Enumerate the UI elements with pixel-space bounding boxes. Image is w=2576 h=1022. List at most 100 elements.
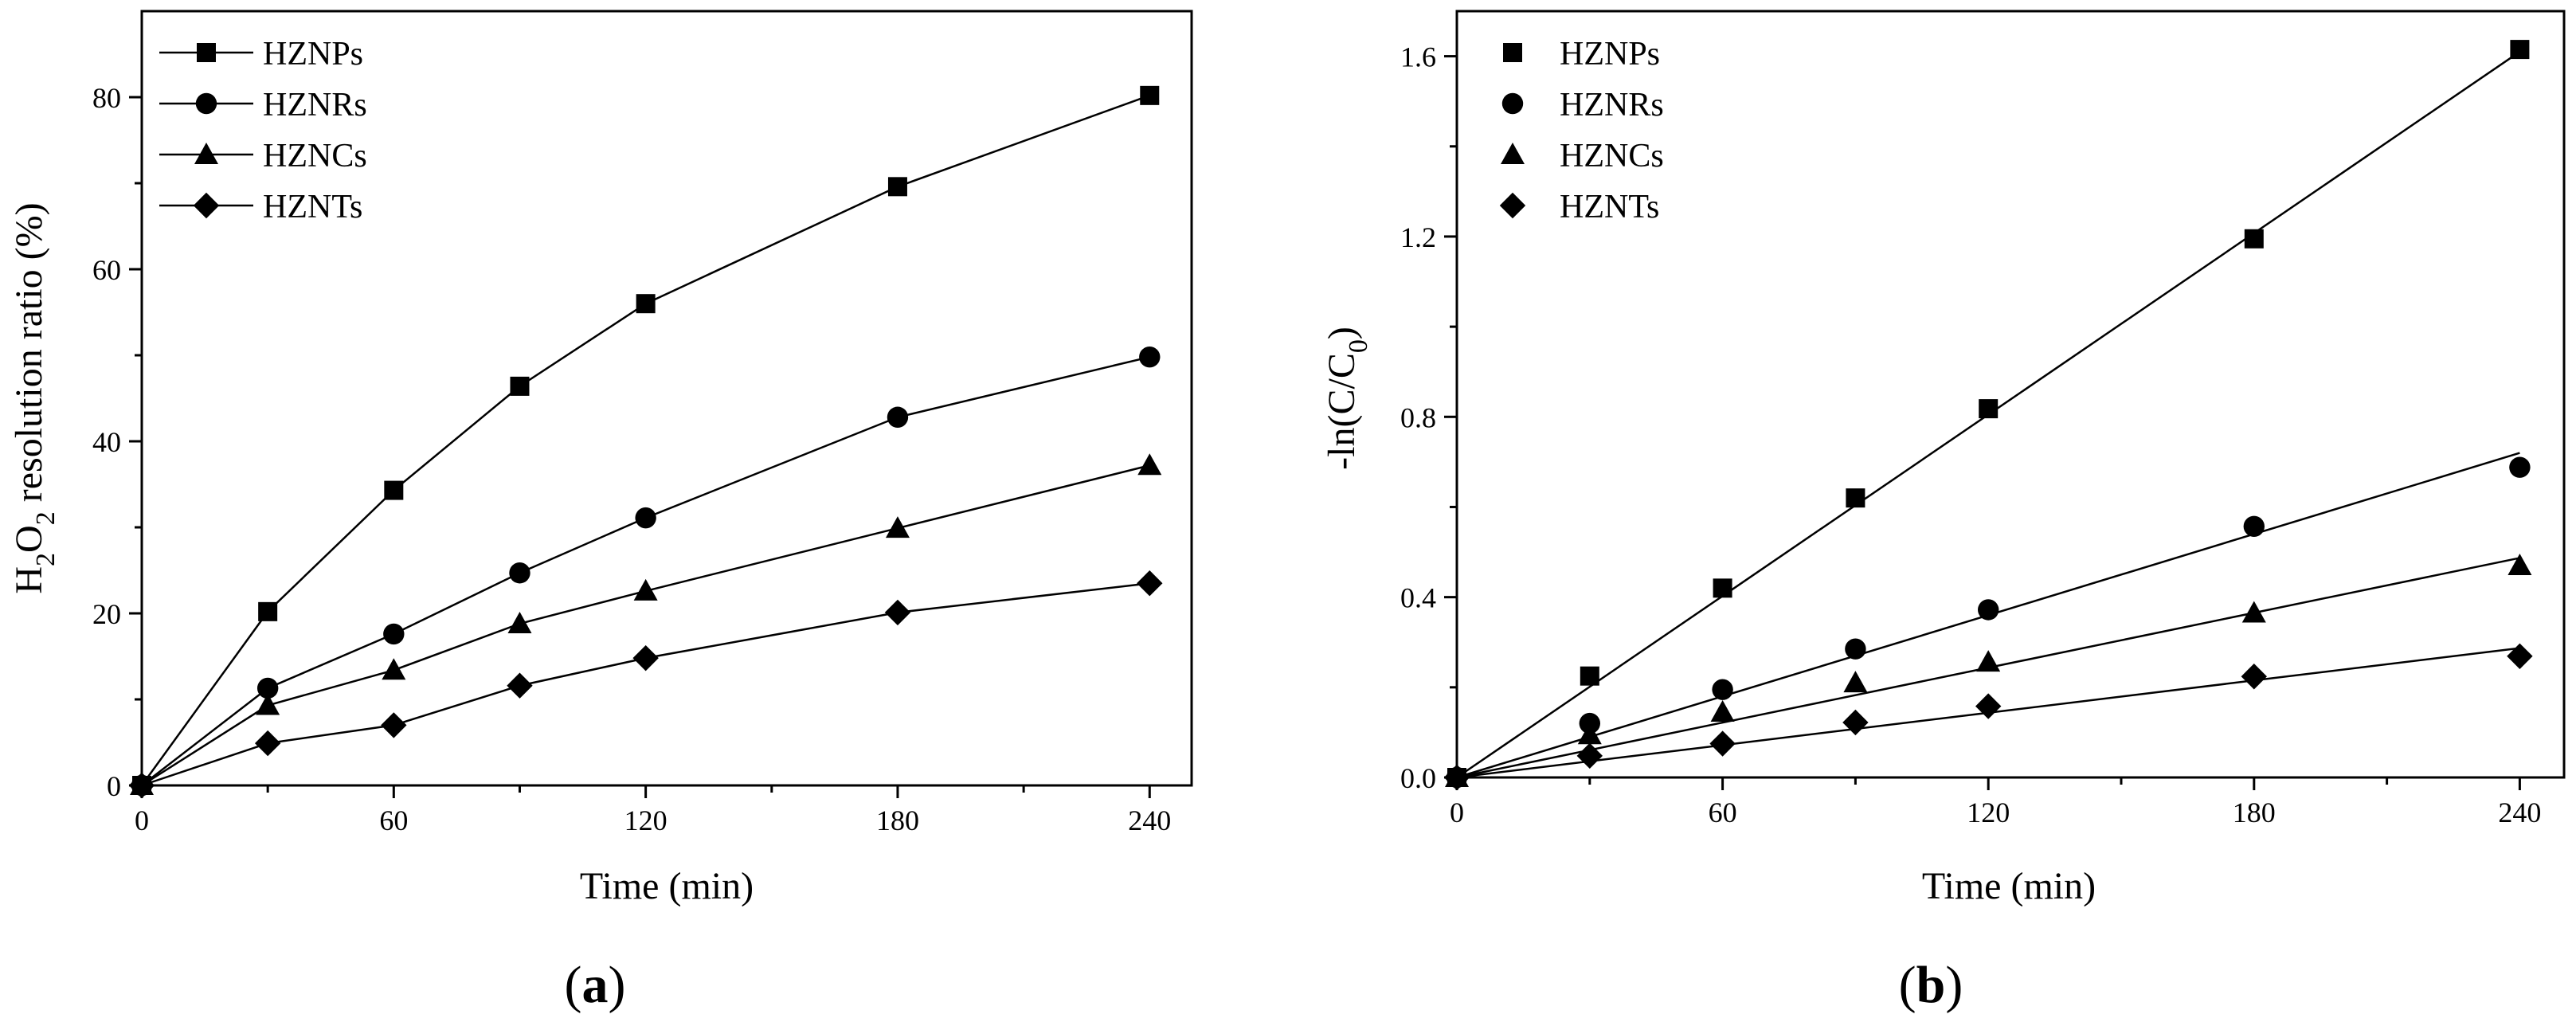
legend-marker-HZNPs [197,43,216,62]
data-point-HZNCs [2507,554,2532,576]
legend-label: HZNTs [1560,189,1659,225]
y-axis-title-a: H2O2 resolution ratio (%) [8,202,61,593]
data-point-HZNCs [1137,453,1162,476]
data-point-HZNRs [383,623,405,645]
series-markers-b [1443,40,2533,791]
data-point-HZNRs [1712,679,1733,700]
y-tick-label: 20 [92,598,121,630]
data-point-HZNPs [258,601,278,621]
legend-marker-HZNPs [1503,43,1522,62]
legend-label: HZNPs [1560,36,1660,72]
series-line-HZNRs [141,355,1150,786]
data-point-HZNTs [1975,693,2002,719]
legend-marker-HZNRs [1501,92,1524,115]
y-tick-label: 0 [107,770,121,802]
data-point-HZNTs [1576,742,1603,769]
data-point-HZNCs [1577,722,1602,745]
series-markers-a [128,85,1163,799]
series-line-HZNTs [141,581,1150,787]
legend-a: HZNPs HZNRs HZNCs HZNTs [159,36,367,225]
data-point-HZNTs [1137,570,1163,597]
data-point-HZNRs [635,507,656,529]
data-point-HZNTs [632,644,659,672]
legend-label: HZNCs [263,138,367,174]
data-point-HZNPs [2510,40,2530,60]
data-point-HZNCs [507,611,532,633]
data-point-HZNTs [1709,730,1736,757]
data-point-HZNPs [510,376,530,396]
data-point-HZNPs [1979,399,1999,419]
data-point-HZNRs [1139,346,1161,368]
data-point-HZNCs [633,578,658,601]
x-tick-label: 240 [1128,805,1171,836]
data-point-HZNTs [884,599,911,626]
legend-marker-HZNRs [195,92,217,115]
x-axis-title-b: Time (min) [1922,865,2096,907]
legend-label: HZNTs [263,189,362,225]
y-tick-label: 60 [92,254,121,286]
y-tick-label: 0.0 [1400,762,1436,794]
x-tick-label: 120 [1967,797,2010,828]
data-point-HZNTs [2507,643,2533,669]
y-tick-label: 80 [92,82,121,114]
y-tick-label: 0.8 [1400,401,1436,433]
panel-label-a: (a) [565,956,626,1014]
x-tick-label: 180 [2233,797,2276,828]
data-point-HZNPs [1713,578,1732,598]
data-point-HZNTs [128,772,155,799]
data-point-HZNRs [2509,456,2531,478]
data-point-HZNCs [256,693,280,715]
x-tick-label: 180 [876,805,919,836]
legend-marker-HZNCs [1501,143,1525,164]
y-tick-label: 0.4 [1400,582,1436,614]
data-point-HZNPs [384,480,404,500]
panel-label-b: (b) [1899,956,1963,1014]
data-point-HZNTs [381,712,407,738]
y-tick-label: 40 [92,426,121,458]
legend-label: HZNCs [1560,138,1664,174]
x-tick-label: 0 [135,805,149,836]
data-point-HZNPs [887,177,907,197]
data-point-HZNRs [2243,515,2265,538]
data-point-HZNRs [509,562,530,584]
data-point-HZNTs [2241,664,2267,690]
x-tick-label: 0 [1450,797,1464,828]
data-point-HZNPs [1140,85,1160,105]
legend-marker-HZNTs [193,192,220,219]
y-tick-label: 1.6 [1400,41,1436,73]
y-axis-title-b: -ln(C/C0) [1321,327,1373,470]
data-point-HZNRs [887,406,909,428]
x-axis-title-a: Time (min) [580,865,754,907]
data-point-HZNTs [1842,709,1869,736]
x-tick-label: 120 [624,805,667,836]
plot-frame-b [1455,10,2566,779]
data-point-HZNCs [382,658,406,680]
data-point-HZNPs [1580,666,1599,686]
legend-label: HZNRs [1560,87,1664,123]
legend-label: HZNRs [263,87,367,123]
data-point-HZNRs [1978,599,1999,621]
axis-ticks-b: 0 60 120 180 240 0.0 0.4 0.8 1.2 1.6 [1400,41,2541,828]
legend-label: HZNPs [263,36,363,72]
legend-marker-HZNTs [1499,192,1526,219]
data-point-HZNTs [1443,764,1470,791]
data-point-HZNPs [1846,488,1865,508]
data-point-HZNCs [1710,699,1735,722]
x-tick-label: 240 [2498,797,2541,828]
data-point-HZNTs [507,672,533,699]
data-point-HZNPs [2244,229,2264,249]
data-point-HZNCs [1976,650,2001,672]
data-point-HZNCs [885,516,910,538]
x-tick-label: 60 [1709,797,1737,828]
legend-b: HZNPs HZNRs HZNCs HZNTs [1499,36,1664,225]
data-point-HZNRs [256,677,279,699]
axis-ticks-a: 0 60 120 180 240 0 20 40 60 80 [92,82,1171,836]
plot-frame-a [140,10,1193,787]
data-point-HZNCs [1843,671,1868,693]
x-tick-label: 60 [379,805,408,836]
data-point-HZNCs [2241,601,2266,623]
y-tick-label: 1.2 [1400,221,1436,253]
